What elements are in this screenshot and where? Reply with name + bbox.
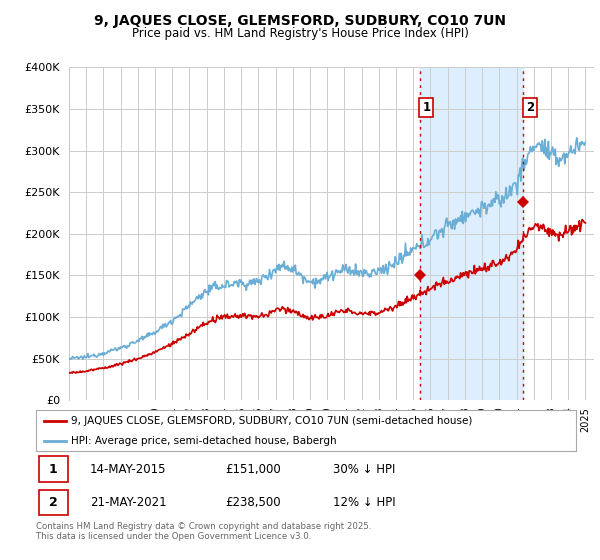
Text: 1: 1 xyxy=(422,101,430,114)
Text: Price paid vs. HM Land Registry's House Price Index (HPI): Price paid vs. HM Land Registry's House … xyxy=(131,27,469,40)
Bar xyxy=(419,67,523,400)
Text: Contains HM Land Registry data © Crown copyright and database right 2025.
This d: Contains HM Land Registry data © Crown c… xyxy=(36,522,371,542)
Text: 12% ↓ HPI: 12% ↓ HPI xyxy=(333,496,395,509)
Text: 9, JAQUES CLOSE, GLEMSFORD, SUDBURY, CO10 7UN: 9, JAQUES CLOSE, GLEMSFORD, SUDBURY, CO1… xyxy=(94,14,506,28)
Text: 30% ↓ HPI: 30% ↓ HPI xyxy=(333,463,395,475)
Text: 2: 2 xyxy=(526,101,534,114)
Text: HPI: Average price, semi-detached house, Babergh: HPI: Average price, semi-detached house,… xyxy=(71,436,337,446)
Text: 9, JAQUES CLOSE, GLEMSFORD, SUDBURY, CO10 7UN (semi-detached house): 9, JAQUES CLOSE, GLEMSFORD, SUDBURY, CO1… xyxy=(71,417,472,426)
Text: 1: 1 xyxy=(49,463,58,475)
Text: 14-MAY-2015: 14-MAY-2015 xyxy=(90,463,167,475)
FancyBboxPatch shape xyxy=(39,489,68,515)
FancyBboxPatch shape xyxy=(39,456,68,482)
Text: £151,000: £151,000 xyxy=(225,463,281,475)
Text: 21-MAY-2021: 21-MAY-2021 xyxy=(90,496,167,509)
Text: 2: 2 xyxy=(49,496,58,509)
Text: £238,500: £238,500 xyxy=(225,496,281,509)
